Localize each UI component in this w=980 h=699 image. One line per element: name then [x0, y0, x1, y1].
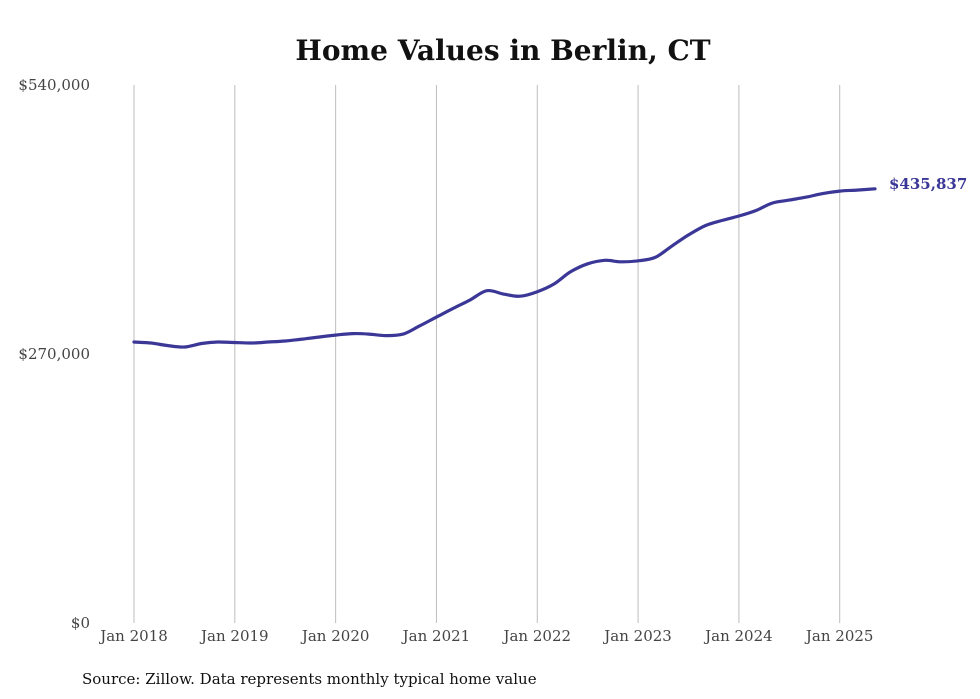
x-tick-label: Jan 2023	[602, 627, 672, 645]
y-tick-label: $0	[71, 614, 90, 632]
y-tick-label: $270,000	[18, 345, 90, 363]
source-note: Source: Zillow. Data represents monthly …	[82, 670, 537, 688]
x-tick-label: Jan 2025	[804, 627, 874, 645]
x-tick-label: Jan 2021	[401, 627, 471, 645]
gridlines	[133, 85, 841, 623]
y-tick-label: $540,000	[18, 76, 90, 94]
home-value-series-line	[132, 187, 877, 349]
x-axis-ticks: Jan 2018 Jan 2019 Jan 2020 Jan 2021 Jan 2022…	[98, 627, 873, 645]
x-tick-label: Jan 2024	[703, 627, 773, 645]
x-tick-label: Jan 2019	[199, 627, 269, 645]
y-axis-ticks: $540,000 $270,000 $0	[18, 76, 90, 632]
chart-title: Home Values in Berlin, CT	[295, 34, 710, 67]
latest-value-label: $435,837	[889, 175, 967, 193]
x-tick-label: Jan 2022	[501, 627, 571, 645]
x-tick-label: Jan 2020	[300, 627, 370, 645]
x-tick-label: Jan 2018	[98, 627, 168, 645]
